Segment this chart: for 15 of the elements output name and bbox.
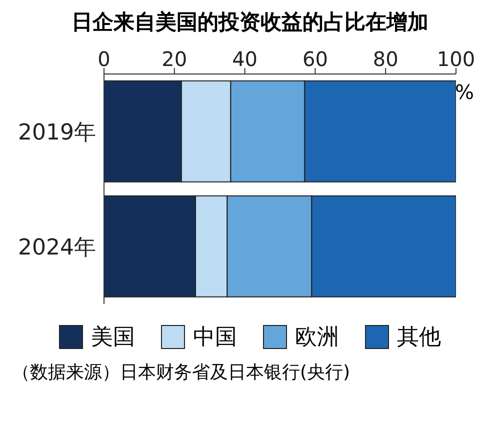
legend-label: 欧洲 <box>295 324 339 352</box>
legend-label: 其他 <box>397 324 441 352</box>
x-tick-label: 100 <box>436 47 476 71</box>
legend-label: 中国 <box>193 324 237 352</box>
x-tick-label: 80 <box>372 47 398 71</box>
x-tick-label: 0 <box>98 47 110 71</box>
y-tick-label: 2024年 <box>18 235 96 260</box>
x-tick-label: 20 <box>162 47 188 71</box>
x-axis-title: % <box>454 80 474 104</box>
text: （数据来源）日本财务省及日本银行(央行) <box>12 361 352 384</box>
chart-title: 日企来自美国的投资收益的占比在增加 <box>70 9 430 36</box>
x-tick-label: 60 <box>302 47 328 71</box>
x-tick-label: 40 <box>232 47 258 71</box>
legend-label: 美国 <box>91 324 135 352</box>
y-tick-label: 2019年 <box>18 120 96 146</box>
